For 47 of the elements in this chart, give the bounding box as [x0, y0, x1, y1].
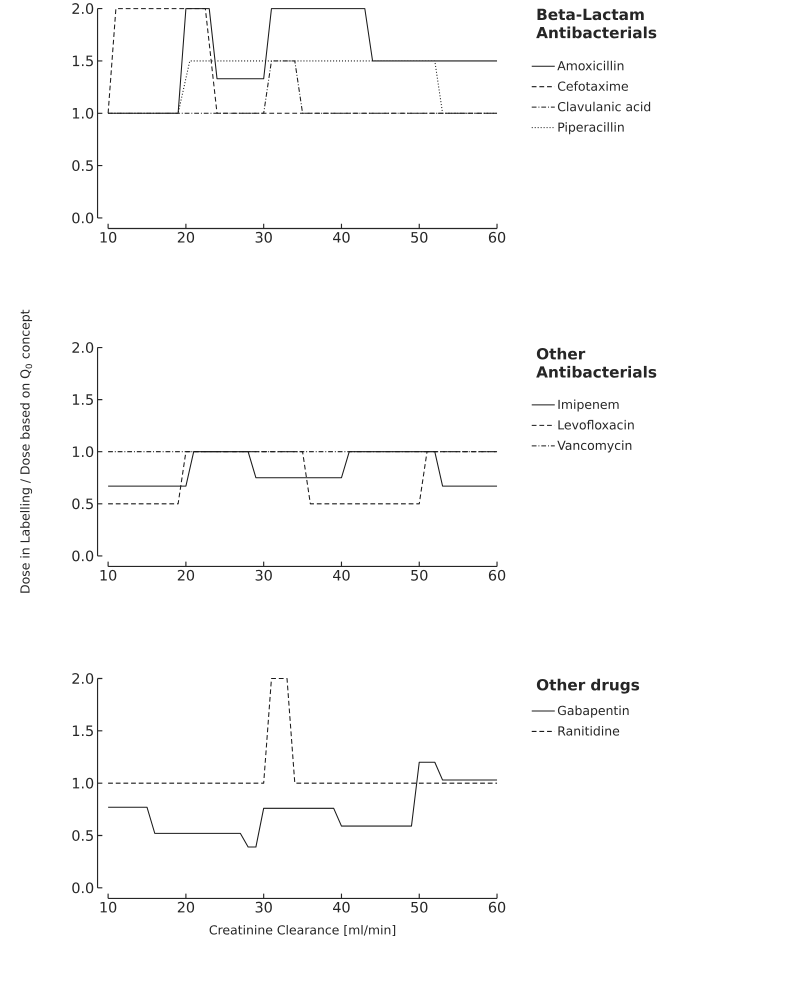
y-tick-label: 0.0 — [72, 550, 94, 562]
x-tick-label: 60 — [488, 232, 506, 243]
legend-title: Beta-Lactam Antibacterials — [536, 8, 656, 38]
legend-label: Amoxicillin — [557, 60, 624, 70]
x-tick-label: 30 — [255, 232, 272, 243]
legend-label: Cefotaxime — [558, 81, 628, 91]
x-tick-label: 20 — [178, 902, 194, 913]
y-tick-label: 0.5 — [72, 498, 93, 510]
y-tick-label: 2.0 — [72, 342, 94, 353]
x-tick-label: 40 — [332, 570, 350, 581]
x-tick-label: 20 — [178, 570, 194, 581]
legend-label: Vancomycin — [557, 440, 632, 452]
y-tick-label: 1.0 — [72, 778, 94, 789]
x-tick-label: 10 — [100, 570, 116, 581]
x-tick-label: 10 — [100, 902, 116, 913]
y-tick-label: 1.0 — [72, 108, 94, 119]
legend-label: Clavulanic acid — [558, 102, 650, 112]
y-tick-label: 1.5 — [72, 56, 93, 66]
y-tick-label: 1.0 — [72, 446, 94, 458]
x-tick-label: 50 — [411, 570, 428, 581]
x-tick-label: 20 — [178, 232, 194, 243]
x-tick-label: 50 — [411, 232, 428, 243]
legend-label: Piperacillin — [558, 122, 624, 134]
x-tick-label: 30 — [255, 570, 272, 581]
legend-label: Gabapentin — [558, 706, 628, 718]
y-tick-label: 0.5 — [72, 160, 93, 172]
x-tick-label: 40 — [332, 232, 350, 243]
legend-label: Levofloxacin — [558, 420, 634, 430]
x-tick-label: 40 — [332, 902, 350, 913]
x-axis-title: Creatinine Clearance [ml/min] — [209, 924, 395, 936]
legend-label: Ranitidine — [558, 726, 619, 736]
x-tick-label: 50 — [411, 902, 428, 913]
y-tick-label: 1.5 — [72, 726, 93, 736]
y-tick-label: 2.0 — [72, 673, 94, 684]
y-tick-label: 1.5 — [72, 394, 93, 405]
x-tick-label: 60 — [488, 570, 506, 581]
y-tick-label: 0.0 — [72, 212, 94, 224]
x-tick-label: 60 — [488, 902, 506, 913]
legend-title: Other drugs — [536, 678, 639, 694]
y-axis-title: Dose in Labelling / Dose based on Q$_{0}$ concept — [20, 310, 32, 593]
y-tick-label: 0.0 — [72, 882, 94, 894]
x-tick-label: 10 — [100, 232, 116, 243]
y-tick-label: 2.0 — [72, 3, 94, 14]
legend-label: Imipenem — [558, 399, 618, 412]
x-tick-label: 30 — [255, 902, 272, 913]
legend-title: Other Antibacterials — [536, 348, 656, 378]
y-tick-label: 0.5 — [72, 830, 93, 841]
